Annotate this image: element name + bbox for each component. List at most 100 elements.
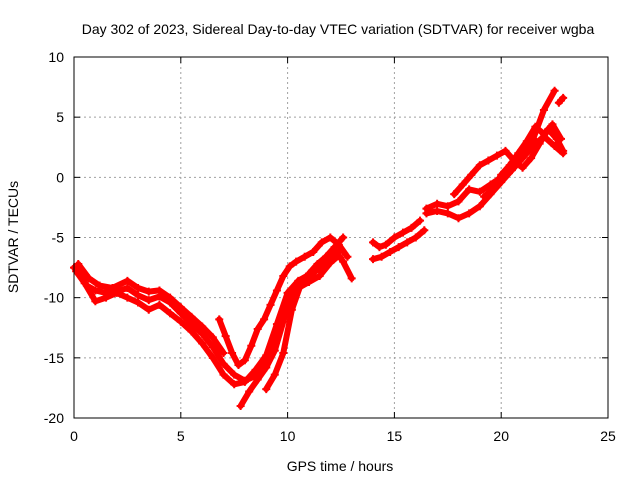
data-point: [394, 243, 403, 252]
data-point: [518, 154, 527, 163]
data-point: [433, 207, 442, 216]
data-point: [253, 324, 262, 333]
data-point: [467, 170, 476, 179]
data-point: [176, 317, 185, 326]
data-point: [339, 233, 348, 242]
data-point: [236, 401, 245, 410]
x-tick-label: 20: [493, 428, 509, 444]
data-point: [535, 139, 544, 148]
data-point: [208, 343, 217, 352]
data-point: [304, 269, 313, 278]
data-point: [386, 247, 395, 256]
chart-title: Day 302 of 2023, Sidereal Day-to-day VTE…: [82, 21, 595, 37]
data-point: [166, 309, 175, 318]
data-point: [522, 137, 531, 146]
data-point: [539, 105, 548, 114]
data-point: [253, 375, 262, 384]
y-tick-label: -20: [44, 410, 64, 426]
data-point: [84, 274, 93, 283]
data-point: [215, 315, 224, 324]
data-point: [166, 293, 175, 302]
data-point: [123, 284, 132, 293]
data-point: [134, 284, 143, 293]
data-point: [339, 257, 348, 266]
data-point: [262, 363, 271, 372]
data-point: [514, 149, 523, 158]
data-point: [475, 187, 484, 196]
data-point: [315, 272, 324, 281]
data-point: [187, 320, 196, 329]
data-point: [330, 243, 339, 252]
data-point: [219, 370, 228, 379]
data-point: [369, 238, 378, 247]
x-tick-label: 5: [177, 428, 185, 444]
y-tick-label: -15: [44, 350, 64, 366]
data-point: [260, 315, 269, 324]
data-point: [262, 351, 271, 360]
data-point: [454, 197, 463, 206]
data-point: [326, 233, 335, 242]
series-trace: [481, 121, 564, 200]
y-tick-label: 10: [48, 49, 64, 65]
data-point: [187, 312, 196, 321]
data-point: [411, 233, 420, 242]
data-point: [381, 240, 390, 249]
axis-ticks: 0 5 10 15 20 25 -20 -15 -10 -5 0 5 10: [44, 49, 616, 444]
data-point: [550, 86, 559, 95]
data-point: [72, 267, 81, 276]
data-point: [505, 161, 514, 170]
data-point: [247, 341, 256, 350]
data-point: [144, 287, 153, 296]
data-point: [234, 361, 243, 370]
data-point: [228, 349, 237, 358]
data-point: [123, 293, 132, 302]
data-point: [230, 370, 239, 379]
data-point: [416, 216, 425, 225]
data-point: [465, 209, 474, 218]
data-point: [317, 238, 326, 247]
data-point: [251, 365, 260, 374]
series-track-b: [72, 245, 345, 389]
data-point: [102, 293, 111, 302]
data-point: [262, 385, 271, 394]
data-point: [95, 281, 104, 290]
data-point: [377, 252, 386, 261]
data-point: [347, 274, 356, 283]
data-point: [155, 286, 164, 295]
data-point: [422, 209, 431, 218]
data-point: [285, 262, 294, 271]
x-axis-label: GPS time / hours: [287, 458, 394, 474]
data-point: [465, 185, 474, 194]
data-point: [518, 163, 527, 172]
data-point: [559, 93, 568, 102]
data-point: [219, 349, 228, 358]
data-point: [144, 296, 153, 305]
data-point: [198, 339, 207, 348]
series-track-a: [70, 251, 343, 385]
data-point: [443, 209, 452, 218]
data-point: [270, 346, 279, 355]
data-point: [313, 259, 322, 268]
data-point: [557, 134, 566, 143]
data-point: [221, 332, 230, 341]
data-point: [134, 291, 143, 300]
data-point: [134, 298, 143, 307]
data-point: [176, 303, 185, 312]
data-point: [266, 300, 275, 309]
data-point: [539, 130, 548, 139]
data-point: [279, 349, 288, 358]
y-tick-label: 5: [56, 109, 64, 125]
data-point: [155, 300, 164, 309]
data-point: [208, 333, 217, 342]
data-point: [531, 122, 540, 131]
plot-area: [70, 86, 568, 410]
series-trace: [73, 246, 344, 388]
data-point: [420, 226, 429, 235]
data-point: [270, 370, 279, 379]
data-point: [198, 329, 207, 338]
data-point: [240, 356, 249, 365]
data-point: [198, 322, 207, 331]
data-point: [91, 286, 100, 295]
x-tick-label: 25: [600, 428, 616, 444]
